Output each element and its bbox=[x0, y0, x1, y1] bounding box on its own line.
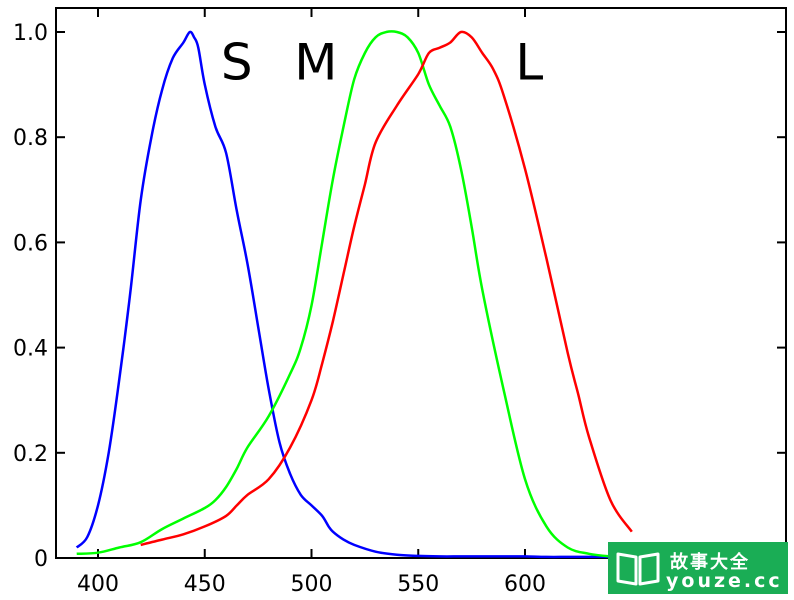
watermark-badge: 故事大全 youze.cc bbox=[608, 542, 788, 594]
x-tick-label: 600 bbox=[504, 572, 546, 597]
y-tick-label: 0.8 bbox=[13, 126, 48, 151]
watermark-title: 故事大全 bbox=[670, 552, 750, 573]
tick-labels: 400 450 500 550 600 0 0.2 0.4 0.6 0.8 1.0 bbox=[13, 21, 546, 597]
x-tick-label: 550 bbox=[397, 572, 439, 597]
l-cone-curve bbox=[140, 30, 633, 547]
curves bbox=[75, 30, 633, 559]
x-tick-label: 500 bbox=[291, 572, 333, 597]
y-tick-label: 0.4 bbox=[13, 337, 48, 362]
x-tick-label: 400 bbox=[77, 572, 119, 597]
y-tick-label: 1.0 bbox=[13, 21, 48, 46]
book-icon bbox=[616, 552, 660, 586]
y-tick-label: 0.6 bbox=[13, 231, 48, 256]
x-tick-label: 450 bbox=[184, 572, 226, 597]
curve-label: L bbox=[515, 33, 543, 91]
m-cone-curve bbox=[76, 30, 632, 559]
watermark-site: youze.cc bbox=[666, 570, 783, 592]
curve-label: S bbox=[221, 33, 253, 91]
curve-label: M bbox=[294, 33, 337, 91]
y-tick-label: 0 bbox=[34, 547, 48, 572]
axes-box bbox=[55, 7, 787, 559]
plot-frame bbox=[55, 7, 787, 559]
s-cone-curve bbox=[75, 30, 632, 559]
ticks bbox=[56, 8, 786, 559]
y-tick-label: 0.2 bbox=[13, 442, 48, 467]
